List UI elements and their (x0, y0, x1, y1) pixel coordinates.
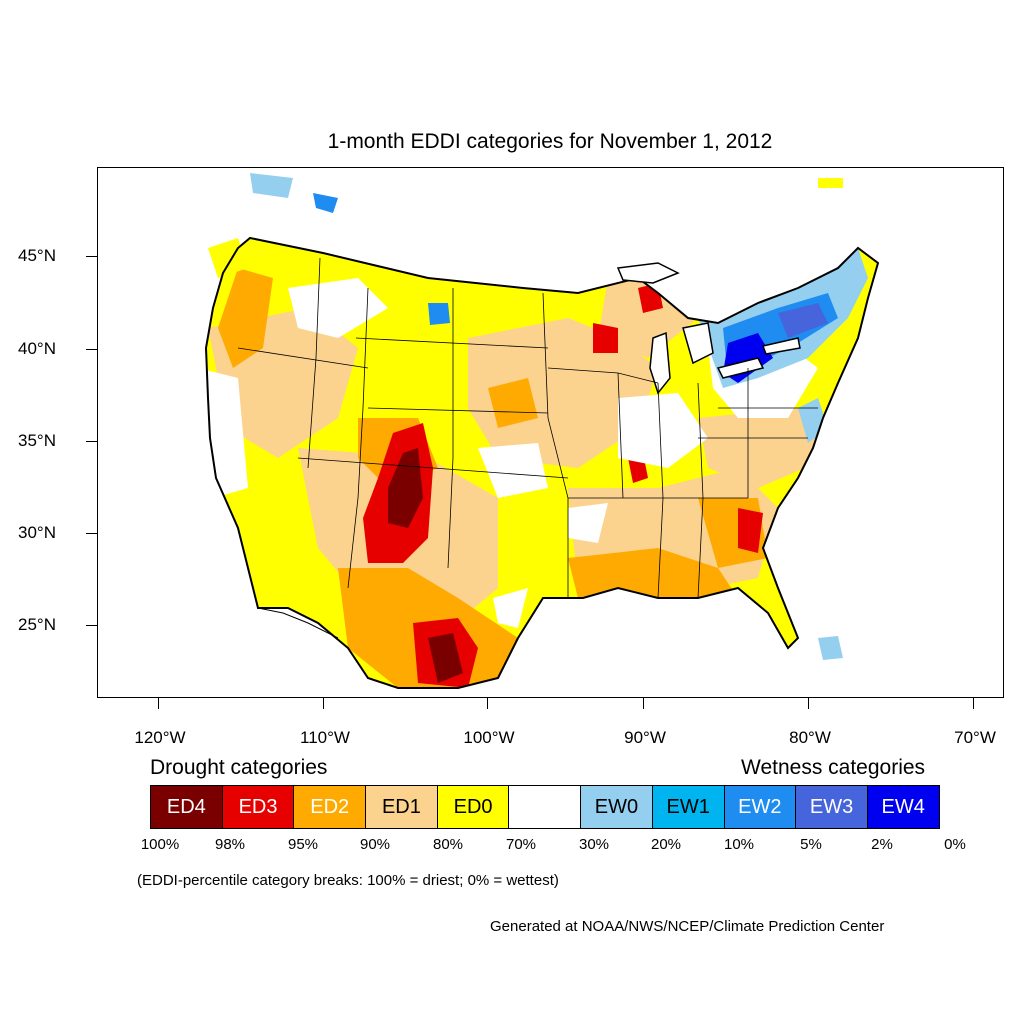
legend-cell-ed4: ED4 (150, 785, 223, 829)
legend-cell-ew4: EW4 (866, 785, 940, 829)
break-label: 5% (800, 836, 822, 853)
lat-label: 35°N (18, 431, 56, 450)
break-label: 80% (432, 836, 464, 853)
credit-line: Generated at NOAA/NWS/NCEP/Climate Predi… (490, 918, 885, 935)
map-title: 1-month EDDI categories for November 1, … (327, 130, 773, 153)
lon-label: 90°W (624, 728, 666, 747)
lon-tick (487, 698, 488, 709)
break-label: 20% (650, 836, 682, 853)
category-note: (EDDI-percentile category breaks: 100% =… (137, 872, 559, 889)
break-label: 2% (871, 836, 893, 853)
legend-cell-ew2: EW2 (723, 785, 797, 829)
lat-label: 25°N (18, 615, 56, 634)
lon-tick (643, 698, 644, 709)
break-label: 90% (359, 836, 391, 853)
lat-tick (86, 625, 97, 626)
lon-label: 110°W (300, 728, 350, 747)
lon-tick (158, 698, 159, 709)
legend-cell-ed0: ED0 (436, 785, 510, 829)
map-panel (97, 167, 1004, 698)
break-label: 95% (287, 836, 319, 853)
lon-tick (973, 698, 974, 709)
lat-tick (86, 349, 97, 350)
legend-cell-normal (508, 785, 582, 829)
legend-cell-ew0: EW0 (580, 785, 653, 829)
lon-label: 120°W (134, 728, 186, 747)
lon-label: 80°W (789, 728, 831, 747)
lat-tick (86, 256, 97, 257)
legend-cell-ed2: ED2 (293, 785, 367, 829)
break-label: 70% (505, 836, 537, 853)
wetness-heading: Wetness categories (741, 756, 926, 779)
legend-colorbar: ED4 ED3 ED2 ED1 ED0 EW0 EW1 EW2 EW3 EW4 (150, 785, 950, 831)
lon-label: 100°W (463, 728, 515, 747)
break-label: 30% (578, 836, 610, 853)
lat-label: 40°N (18, 339, 56, 358)
lat-label: 45°N (18, 246, 56, 265)
lon-tick (808, 698, 809, 709)
drought-heading: Drought categories (150, 756, 328, 779)
break-label: 98% (214, 836, 246, 853)
lat-tick (86, 441, 97, 442)
legend-cell-ew3: EW3 (795, 785, 868, 829)
eddi-map (204, 173, 880, 689)
legend-cell-ed3: ED3 (221, 785, 295, 829)
legend-cell-ed1: ED1 (365, 785, 438, 829)
lat-tick (86, 533, 97, 534)
break-label: 10% (723, 836, 755, 853)
legend-cell-ew1: EW1 (651, 785, 725, 829)
lon-tick (323, 698, 324, 709)
break-label: 0% (944, 836, 966, 853)
lon-label: 70°W (954, 728, 996, 747)
break-label: 100% (140, 836, 180, 853)
lat-label: 30°N (18, 523, 56, 542)
